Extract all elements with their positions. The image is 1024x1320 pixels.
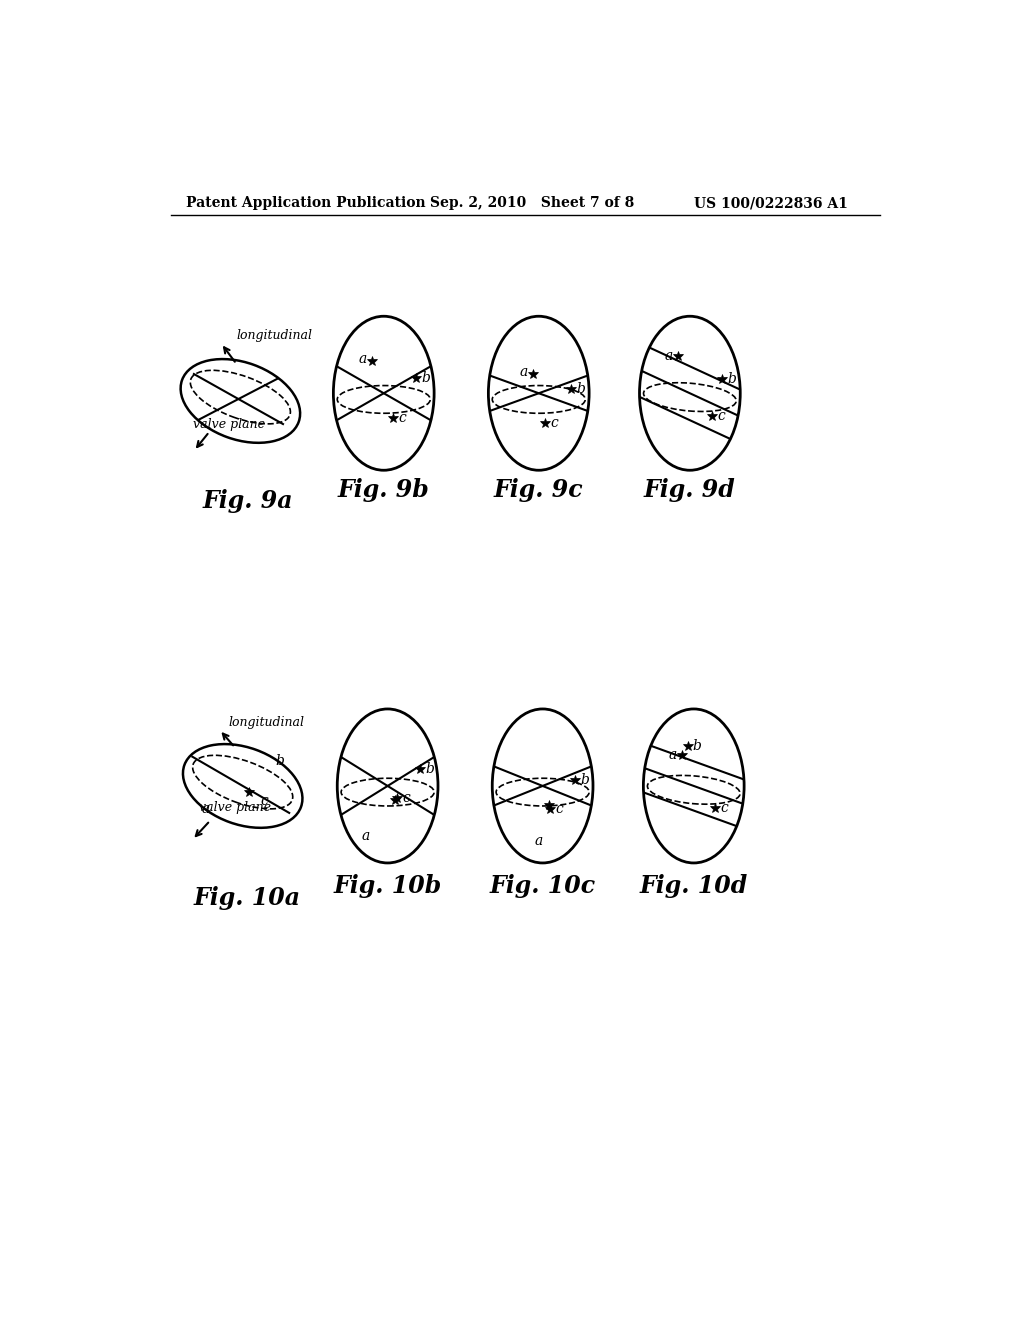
Ellipse shape <box>488 317 589 470</box>
Text: Fig. 10a: Fig. 10a <box>194 886 300 909</box>
Text: a: a <box>361 829 370 843</box>
Text: c: c <box>260 795 268 808</box>
Text: c: c <box>402 791 410 804</box>
Text: longitudinal: longitudinal <box>228 717 305 730</box>
Text: a: a <box>358 352 367 367</box>
Text: b: b <box>580 772 589 787</box>
Text: a: a <box>519 366 527 379</box>
Text: Fig. 9c: Fig. 9c <box>494 478 584 502</box>
Text: c: c <box>550 416 558 429</box>
Text: Fig. 9a: Fig. 9a <box>203 488 293 513</box>
Text: Fig. 9b: Fig. 9b <box>338 478 430 502</box>
Text: Sep. 2, 2010   Sheet 7 of 8: Sep. 2, 2010 Sheet 7 of 8 <box>430 197 635 210</box>
Text: b: b <box>692 739 701 752</box>
Text: c: c <box>717 409 725 424</box>
Text: b: b <box>425 762 434 776</box>
Text: c: c <box>721 800 729 814</box>
Text: b: b <box>275 754 285 768</box>
Text: a: a <box>202 803 210 816</box>
Ellipse shape <box>180 359 300 442</box>
Text: Fig. 10b: Fig. 10b <box>334 874 441 898</box>
Text: Fig. 10c: Fig. 10c <box>489 874 596 898</box>
Text: longitudinal: longitudinal <box>237 329 312 342</box>
Ellipse shape <box>337 709 438 863</box>
Ellipse shape <box>183 744 302 828</box>
Text: c: c <box>398 411 407 425</box>
Text: b: b <box>421 371 430 385</box>
Text: a: a <box>665 350 673 363</box>
Text: b: b <box>727 372 736 387</box>
Ellipse shape <box>334 317 434 470</box>
Text: Fig. 10d: Fig. 10d <box>640 874 748 898</box>
Text: valve plane: valve plane <box>199 801 271 814</box>
Text: a: a <box>535 834 543 849</box>
Text: Patent Application Publication: Patent Application Publication <box>186 197 426 210</box>
Text: c: c <box>556 803 563 816</box>
Ellipse shape <box>640 317 740 470</box>
Text: Fig. 9d: Fig. 9d <box>644 478 736 502</box>
Ellipse shape <box>493 709 593 863</box>
Text: a: a <box>669 748 677 762</box>
Text: b: b <box>577 383 585 396</box>
Ellipse shape <box>643 709 744 863</box>
Text: US 100/0222836 A1: US 100/0222836 A1 <box>693 197 848 210</box>
Text: valve plane: valve plane <box>193 417 265 430</box>
